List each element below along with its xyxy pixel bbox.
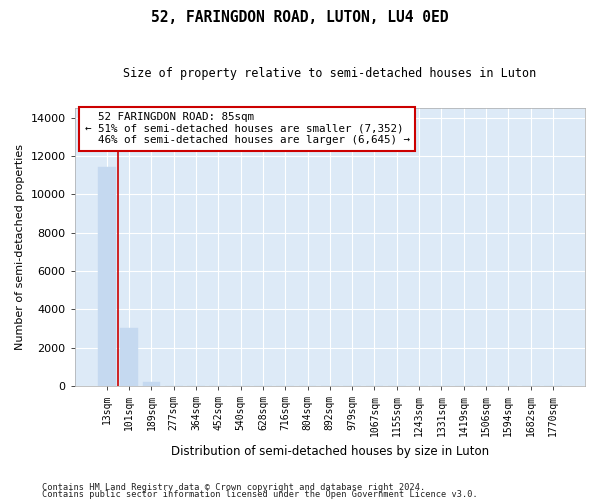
Bar [98,168,116,386]
Text: 52, FARINGDON ROAD, LUTON, LU4 0ED: 52, FARINGDON ROAD, LUTON, LU4 0ED [151,10,449,25]
Text: Contains public sector information licensed under the Open Government Licence v3: Contains public sector information licen… [42,490,478,499]
Title: Size of property relative to semi-detached houses in Luton: Size of property relative to semi-detach… [123,68,536,80]
Bar [120,328,138,386]
Y-axis label: Number of semi-detached properties: Number of semi-detached properties [15,144,25,350]
X-axis label: Distribution of semi-detached houses by size in Luton: Distribution of semi-detached houses by … [171,444,489,458]
Text: 52 FARINGDON ROAD: 85sqm
← 51% of semi-detached houses are smaller (7,352)
  46%: 52 FARINGDON ROAD: 85sqm ← 51% of semi-d… [85,112,410,146]
Bar [143,382,160,386]
Text: Contains HM Land Registry data © Crown copyright and database right 2024.: Contains HM Land Registry data © Crown c… [42,484,425,492]
